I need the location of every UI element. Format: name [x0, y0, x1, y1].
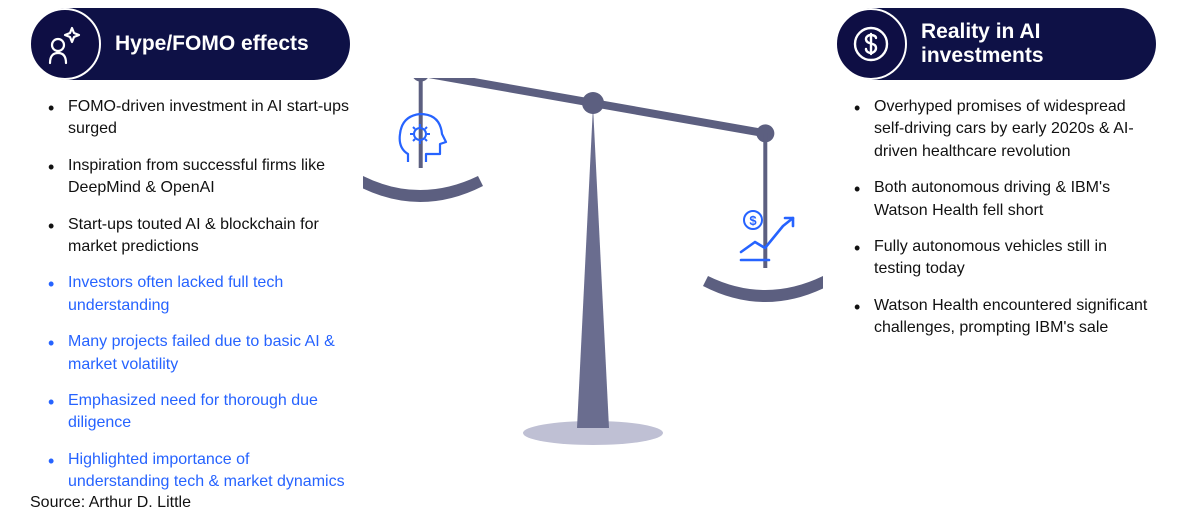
reality-list: Overhyped promises of widespread self-dr… — [836, 96, 1156, 340]
list-item: Watson Health encountered significant ch… — [854, 295, 1156, 340]
list-item: Emphasized need for thorough due diligen… — [48, 390, 350, 435]
hype-column: Hype/FOMO effects FOMO-driven investment… — [30, 8, 350, 507]
scale-left-pan — [363, 78, 483, 202]
sparkle-person-icon — [29, 8, 101, 80]
hype-pill: Hype/FOMO effects — [30, 8, 350, 80]
scale-fulcrum — [582, 92, 604, 114]
list-item: Fully autonomous vehicles still in testi… — [854, 236, 1156, 281]
list-item: Highlighted importance of understanding … — [48, 449, 350, 494]
hype-title: Hype/FOMO effects — [115, 32, 309, 56]
source-text: Source: Arthur D. Little — [30, 494, 191, 512]
list-item: Both autonomous driving & IBM's Watson H… — [854, 177, 1156, 222]
scale-right-pan: $ — [703, 133, 823, 302]
reality-column: Reality in AI investments Overhyped prom… — [836, 8, 1156, 507]
scale-stand — [577, 106, 609, 428]
hype-list: FOMO-driven investment in AI start-ups s… — [30, 96, 350, 493]
svg-text:$: $ — [749, 213, 757, 228]
list-item: Start-ups touted AI & blockchain for mar… — [48, 214, 350, 259]
reality-pill: Reality in AI investments — [836, 8, 1156, 80]
balance-scale: $ — [350, 8, 836, 448]
list-item: Inspiration from successful firms like D… — [48, 155, 350, 200]
dollar-icon — [835, 8, 907, 80]
reality-title: Reality in AI investments — [921, 20, 1134, 68]
list-item: Investors often lacked full tech underst… — [48, 272, 350, 317]
list-item: FOMO-driven investment in AI start-ups s… — [48, 96, 350, 141]
list-item: Overhyped promises of widespread self-dr… — [854, 96, 1156, 163]
list-item: Many projects failed due to basic AI & m… — [48, 331, 350, 376]
